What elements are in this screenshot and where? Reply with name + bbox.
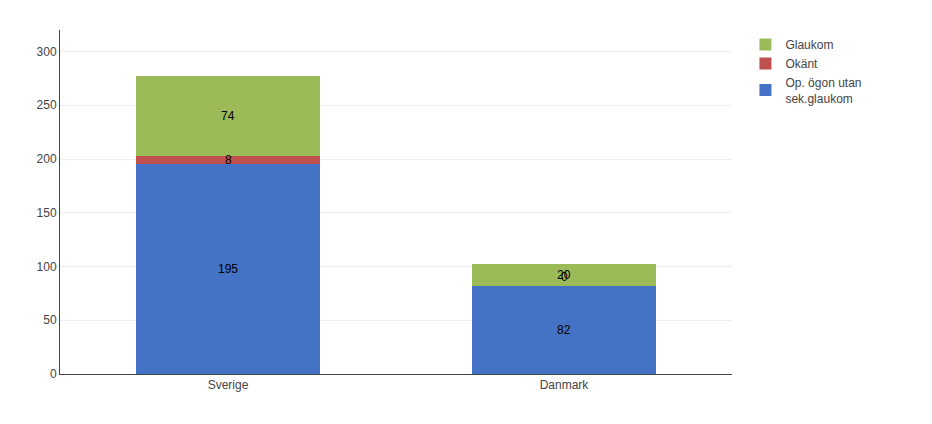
svg-text:Glaukom: Glaukom [785, 38, 833, 52]
svg-text:150: 150 [37, 206, 57, 220]
svg-text:Op. ögon utansek.glaukom: Op. ögon utansek.glaukom [785, 76, 861, 106]
svg-text:20: 20 [557, 268, 571, 282]
svg-text:Sverige: Sverige [208, 378, 249, 392]
svg-text:50: 50 [43, 313, 57, 327]
svg-text:100: 100 [37, 260, 57, 274]
svg-text:82: 82 [557, 323, 571, 337]
svg-text:195: 195 [218, 262, 238, 276]
svg-text:0: 0 [561, 270, 568, 284]
svg-text:74: 74 [221, 109, 235, 123]
svg-text:300: 300 [37, 45, 57, 59]
svg-text:Danmark: Danmark [540, 378, 590, 392]
svg-text:0: 0 [50, 367, 57, 381]
svg-text:Okänt: Okänt [785, 57, 818, 71]
svg-text:200: 200 [37, 152, 57, 166]
svg-text:250: 250 [37, 98, 57, 112]
svg-text:8: 8 [225, 153, 232, 167]
